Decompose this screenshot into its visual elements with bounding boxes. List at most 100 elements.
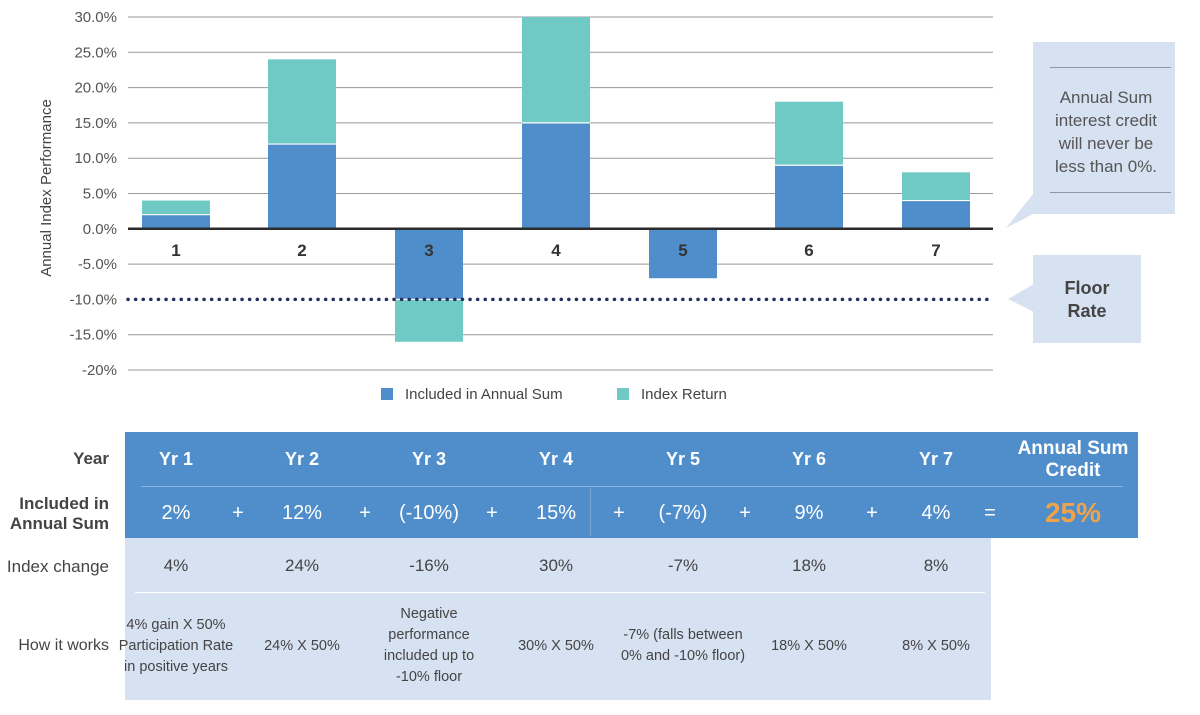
included-value: (-7%) xyxy=(658,502,708,524)
bar-index-return xyxy=(142,200,210,215)
legend-swatch-dark-blue xyxy=(381,388,393,400)
how-it-works-line: 18% X 50% xyxy=(771,637,847,654)
included-value: 12% xyxy=(281,502,323,524)
index-change-value: -16% xyxy=(409,556,449,575)
table-header-band xyxy=(125,432,1138,538)
credit-header-line: Credit xyxy=(1045,460,1101,481)
how-it-works-line: 8% X 50% xyxy=(902,637,970,654)
x-category-label: 6 xyxy=(804,241,813,260)
year-header: Yr 4 xyxy=(538,449,574,469)
floor-rate-text: Rate xyxy=(1067,301,1107,321)
credit-header-line: Annual Sum xyxy=(1017,438,1129,459)
bar-index-return xyxy=(522,17,590,123)
plus-sign: + xyxy=(866,502,878,524)
row-label-year: Year xyxy=(73,449,109,468)
legend-item-included: Included in Annual Sum xyxy=(381,386,563,403)
y-tick-label: 10.0% xyxy=(74,150,117,167)
plus-sign: + xyxy=(486,502,498,524)
x-category-label: 5 xyxy=(678,241,687,260)
bar-index-return xyxy=(902,172,970,201)
how-it-works-cell: 30% X 50% xyxy=(492,636,620,657)
y-tick-label: 5.0% xyxy=(83,186,117,203)
floor-rate-text: Floor xyxy=(1064,278,1110,298)
how-it-works-line: -7% (falls between xyxy=(623,627,743,643)
row-label-included: Included in Annual Sum xyxy=(0,494,109,534)
how-it-works-cell: 4% gain X 50% Participation Rate in positi… xyxy=(112,615,240,678)
y-axis-label: Annual Index Performance xyxy=(38,99,55,277)
callout-text: Annual Sum interest credit will never be… xyxy=(1043,86,1169,178)
y-tick-label: 20.0% xyxy=(74,80,117,97)
y-tick-label: 15.0% xyxy=(74,115,117,132)
floor-rate-label: Floor Rate xyxy=(1033,277,1141,323)
callout-pointer xyxy=(1006,194,1033,228)
table-body-divider xyxy=(135,592,985,593)
index-change-value: 8% xyxy=(923,556,949,575)
index-change-value: -7% xyxy=(667,556,699,575)
row-label-how-it-works: How it works xyxy=(18,637,109,654)
y-tick-label: -5.0% xyxy=(78,256,117,273)
year-header: Yr 6 xyxy=(791,449,827,469)
table-header-divider xyxy=(141,486,1123,487)
index-change-value: 24% xyxy=(284,556,320,575)
year-header: Yr 5 xyxy=(665,449,701,469)
bar-included xyxy=(142,214,210,229)
legend-item-index-return: Index Return xyxy=(617,386,727,403)
how-it-works-cell: 18% X 50% xyxy=(745,636,873,657)
included-value: 4% xyxy=(921,502,951,524)
index-change-value: 4% xyxy=(163,556,189,575)
floor-callout-pointer xyxy=(1008,284,1034,312)
included-value: (-10%) xyxy=(398,502,459,524)
index-change-value: 18% xyxy=(791,556,827,575)
bar-included xyxy=(268,144,336,229)
year-header: Yr 3 xyxy=(411,449,447,469)
table-cell-divider xyxy=(590,488,591,536)
how-it-works-cell: -7% (falls between 0% and -10% floor) xyxy=(619,625,747,667)
bars xyxy=(142,17,970,342)
plus-sign: + xyxy=(613,502,625,524)
floor-rate-callout: Floor Rate xyxy=(1033,255,1141,343)
year-header: Yr 1 xyxy=(158,449,194,469)
how-it-works-line: in positive years xyxy=(124,658,228,675)
row-label-index-change: Index change xyxy=(6,557,109,576)
how-it-works-cell: 24% X 50% xyxy=(238,636,366,657)
year-header: Yr 7 xyxy=(918,449,954,469)
how-it-works-line: 4% gain X 50% xyxy=(126,616,226,633)
row-label-line: Annual Sum xyxy=(9,514,109,533)
included-value: 15% xyxy=(535,502,577,524)
bar-included xyxy=(522,122,590,229)
plus-sign: + xyxy=(739,502,751,524)
how-it-works-cell: Negative performance included up to -10% fl… xyxy=(365,604,493,688)
y-tick-label: 30.0% xyxy=(74,9,117,26)
callout-line: interest credit xyxy=(1054,111,1158,130)
year-header: Yr 2 xyxy=(284,449,320,469)
legend-swatch-teal xyxy=(617,388,629,400)
how-it-works-line: performance xyxy=(388,627,470,643)
how-it-works-cell: 8% X 50% xyxy=(872,636,1000,657)
bar-index-return xyxy=(775,101,843,166)
included-value: 9% xyxy=(794,502,824,524)
y-tick-label: 25.0% xyxy=(74,44,117,61)
annual-sum-callout: Annual Sum interest credit will never be… xyxy=(1033,42,1175,214)
equals-sign: = xyxy=(984,502,996,524)
annual-sum-credit-header: Annual Sum Credit xyxy=(1008,438,1138,482)
bar-included xyxy=(902,200,970,229)
axes: 30.0% 25.0% 20.0% 15.0% 10.0% 5.0% 0.0% -5.0% -1… xyxy=(69,9,995,379)
included-value: 2% xyxy=(161,502,191,524)
callout-top-rule xyxy=(1050,67,1171,68)
callout-line: will never be xyxy=(1058,134,1154,153)
annual-sum-credit-value: 25% xyxy=(1044,497,1102,528)
how-it-works-line: -10% floor xyxy=(395,669,463,685)
y-tick-label: -15.0% xyxy=(69,327,117,344)
callout-bottom-rule xyxy=(1050,192,1171,193)
plus-sign: + xyxy=(232,502,244,524)
index-change-value: 30% xyxy=(538,556,574,575)
plus-sign: + xyxy=(359,502,371,524)
x-category-label: 1 xyxy=(171,241,180,260)
row-label-line: Included in xyxy=(19,494,109,513)
how-it-works-line: Participation Rate xyxy=(118,637,234,654)
callout-line: Annual Sum xyxy=(1059,88,1153,107)
bar-index-return xyxy=(395,299,463,342)
x-category-label: 4 xyxy=(551,241,561,260)
x-category-label: 2 xyxy=(297,241,306,260)
